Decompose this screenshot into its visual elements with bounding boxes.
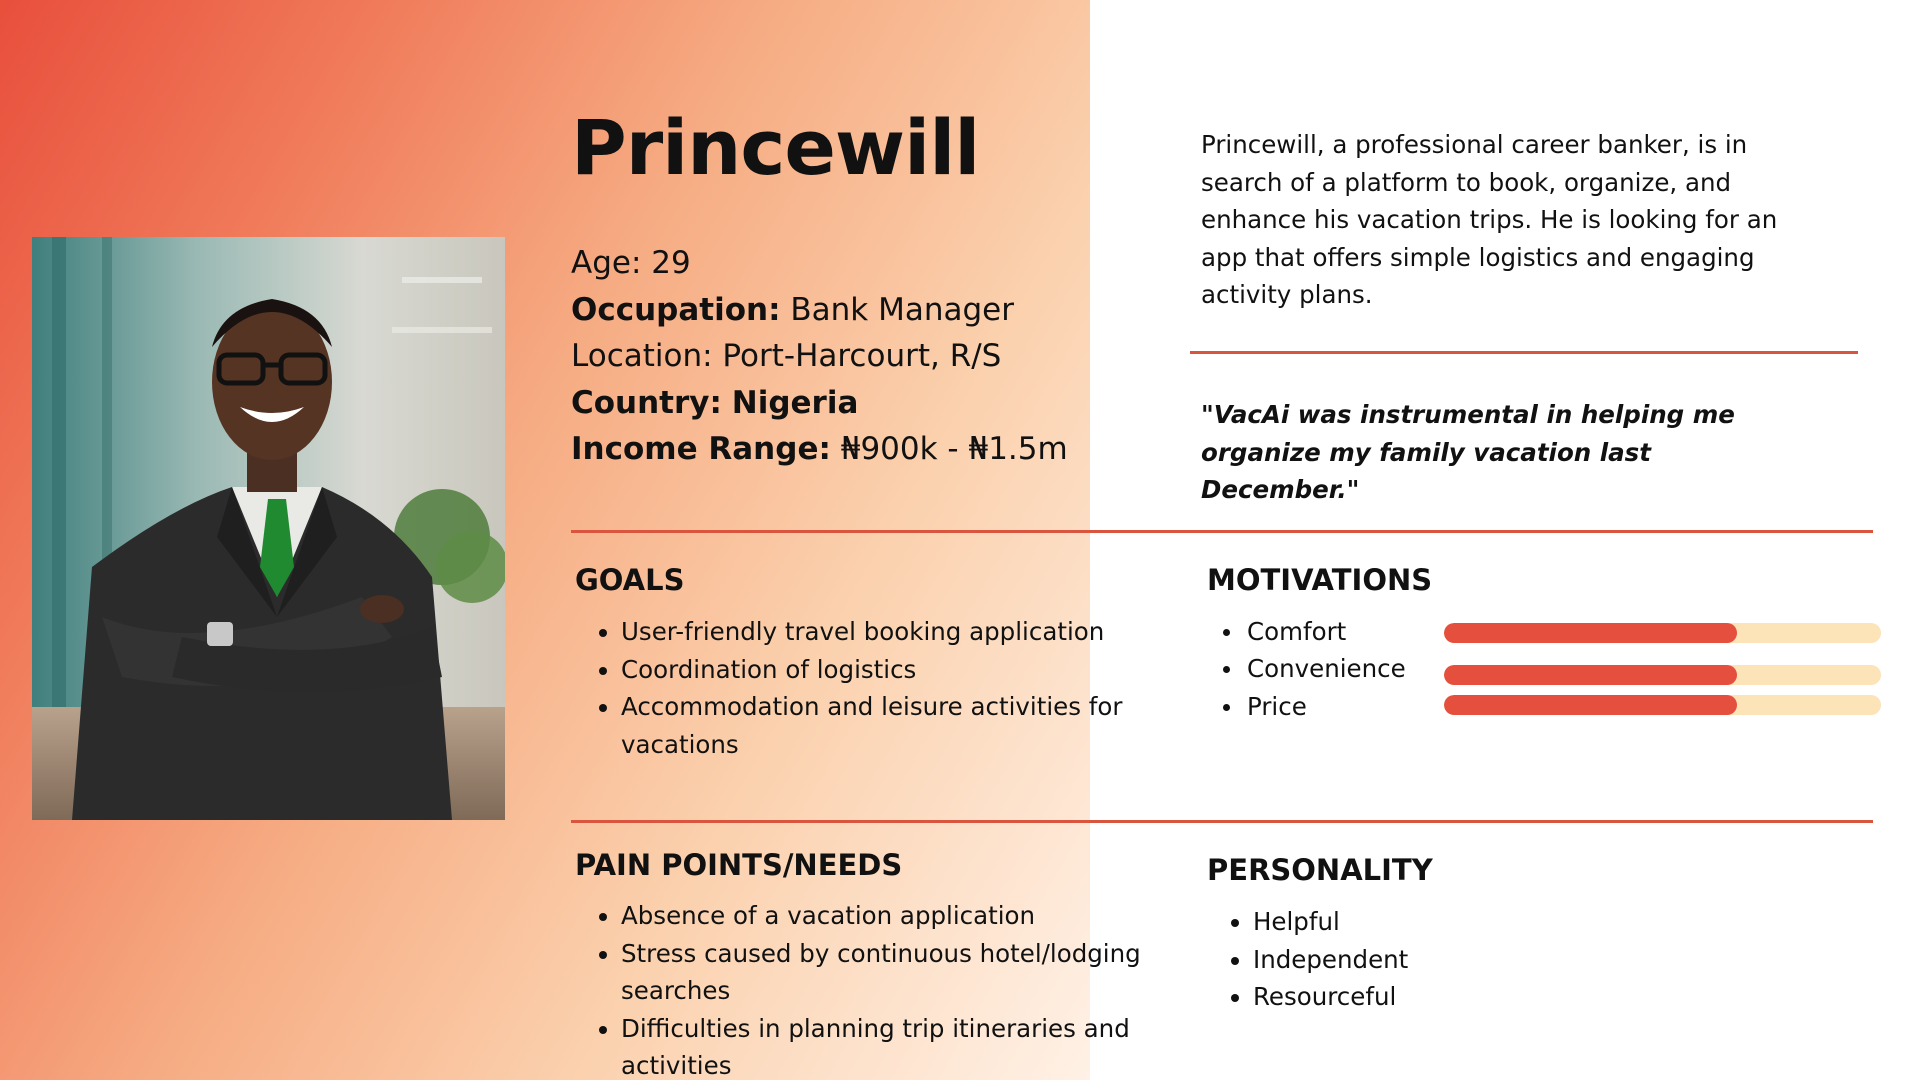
motivation-bar-track [1444, 665, 1881, 685]
fact-occupation: Occupation: Bank Manager [571, 287, 1068, 334]
fact-location-label: Location: [571, 338, 713, 374]
persona-quote: "VacAi was instrumental in helping me or… [1201, 400, 1735, 504]
pain-points-title: PAIN POINTS/NEEDS [575, 848, 903, 882]
goals-title: GOALS [575, 563, 685, 597]
motivation-bar-fill [1444, 623, 1737, 643]
motivation-label: Price [1247, 692, 1307, 721]
section-divider-bottom [571, 820, 1873, 823]
motivation-bar-track [1444, 695, 1881, 715]
fact-country-label: Country: [571, 384, 722, 421]
bullet-dot [1223, 704, 1230, 711]
fact-country-value: Nigeria [731, 384, 859, 421]
goals-list: User-friendly travel booking application… [575, 613, 1141, 763]
list-item: Helpful [1253, 903, 1653, 941]
fact-age-label: Age: [571, 245, 642, 281]
fact-income-value: ₦900k - ₦1.5m [840, 431, 1068, 467]
list-item: Accommodation and leisure activities for… [621, 688, 1141, 763]
motivations-title: MOTIVATIONS [1207, 563, 1433, 597]
motivation-bar-fill [1444, 695, 1737, 715]
pain-points-list: Absence of a vacation application Stress… [575, 897, 1141, 1085]
list-item: Absence of a vacation application [621, 897, 1141, 935]
list-item: Resourceful [1253, 978, 1653, 1016]
fact-country: Country: Nigeria [571, 380, 1068, 427]
persona-facts: Age: 29 Occupation: Bank Manager Locatio… [571, 240, 1068, 473]
motivation-label: Comfort [1247, 617, 1347, 646]
fact-occupation-value: Bank Manager [790, 291, 1014, 328]
motivation-bar-fill [1444, 665, 1737, 685]
bullet-dot [1223, 629, 1230, 636]
personality-list: Helpful Independent Resourceful [1207, 903, 1653, 1016]
personality-title: PERSONALITY [1207, 853, 1433, 887]
list-item: Coordination of logistics [621, 651, 1141, 689]
summary-divider [1190, 351, 1858, 354]
fact-income-label: Income Range: [571, 431, 831, 467]
list-item: Independent [1253, 941, 1653, 979]
persona-summary: Princewill, a professional career banker… [1201, 130, 1778, 309]
fact-location: Location: Port-Harcourt, R/S [571, 333, 1068, 380]
list-item: Difficulties in planning trip itinerarie… [621, 1010, 1141, 1085]
persona-photo-illustration [32, 237, 505, 820]
fact-location-value: Port-Harcourt, R/S [722, 338, 1002, 374]
motivation-label: Convenience [1247, 654, 1406, 683]
motivation-convenience: Convenience [1201, 650, 1901, 688]
fact-age-value: 29 [651, 245, 691, 281]
fact-age: Age: 29 [571, 240, 1068, 287]
motivation-bar-track [1444, 623, 1881, 643]
motivation-comfort: Comfort [1201, 613, 1901, 651]
fact-income: Income Range: ₦900k - ₦1.5m [571, 426, 1068, 473]
list-item: User-friendly travel booking application [621, 613, 1141, 651]
section-divider-top [571, 530, 1873, 533]
persona-photo [32, 237, 505, 820]
persona-name: Princewill [571, 103, 980, 192]
fact-occupation-label: Occupation: [571, 291, 781, 328]
list-item: Stress caused by continuous hotel/lodgin… [621, 935, 1141, 1010]
motivation-price: Price [1201, 688, 1901, 726]
bullet-dot [1223, 666, 1230, 673]
